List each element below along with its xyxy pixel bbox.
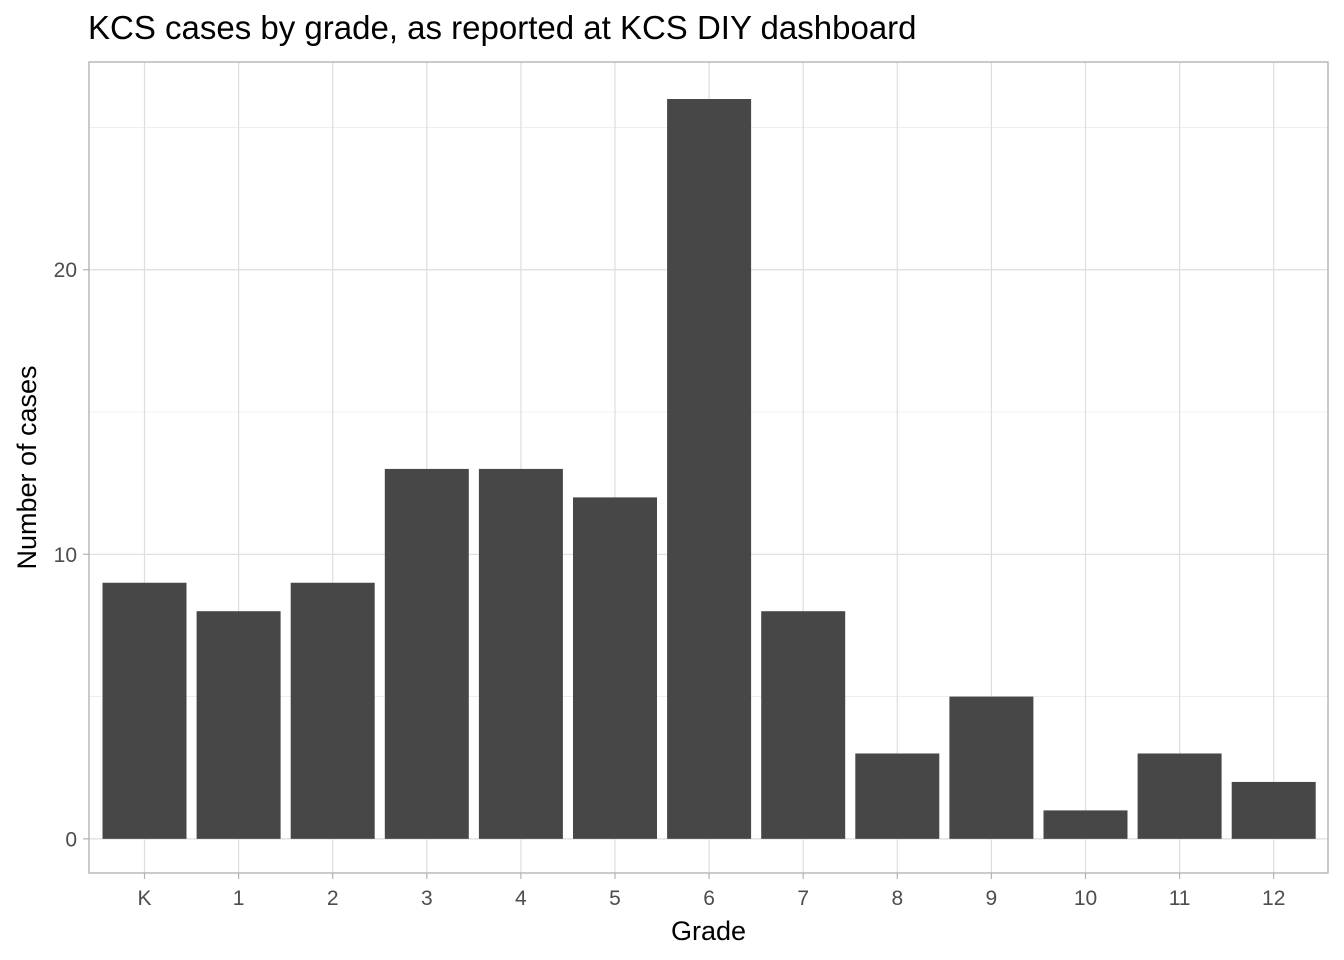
bar-8 [855,753,940,839]
x-tick-label: 5 [609,887,621,910]
bar-2 [290,582,375,839]
bar-7 [761,611,846,839]
x-tick-label: 12 [1262,887,1285,910]
x-tick-label: 7 [797,887,809,910]
y-tick-label: 20 [54,259,77,282]
x-tick-label: 8 [891,887,903,910]
x-tick-label: 1 [233,887,245,910]
bar-6 [667,98,752,839]
y-tick-labels: 0 10 20 [54,259,77,851]
bar-5 [573,497,657,839]
x-axis-title: Grade [671,916,746,946]
x-tick-label: 10 [1074,887,1097,910]
axis-ticks [83,269,1275,879]
bar-9 [949,696,1034,839]
x-tick-label: 11 [1169,887,1191,910]
bar-10 [1043,810,1128,839]
y-tick-label: 10 [54,544,77,567]
bars [102,98,1316,839]
x-tick-label: 9 [986,887,998,910]
bar-4 [478,468,563,839]
bar-12 [1231,781,1316,839]
x-tick-label: 2 [327,887,339,910]
x-tick-labels: K 1 2 3 4 5 6 7 8 9 10 11 12 [137,887,1285,910]
x-tick-label: 6 [703,887,715,910]
x-tick-label: 4 [515,887,527,910]
y-axis-title: Number of cases [12,365,42,569]
x-tick-label: 3 [421,887,433,910]
bar-K [102,582,187,839]
x-tick-label: K [137,887,151,910]
bar-3 [384,468,469,839]
chart-title: KCS cases by grade, as reported at KCS D… [88,9,917,46]
bar-11 [1137,753,1222,839]
y-tick-label: 0 [65,828,77,851]
bar-1 [196,611,281,839]
